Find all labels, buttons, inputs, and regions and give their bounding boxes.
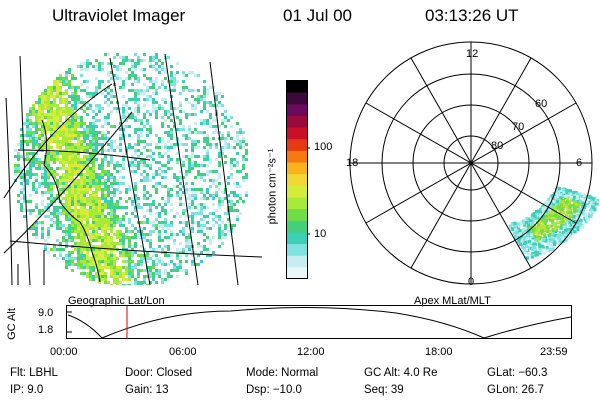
coastline bbox=[41, 119, 101, 283]
info-gain: Gain: 13 bbox=[125, 384, 169, 396]
colorbar-band bbox=[287, 232, 307, 245]
colorbar-unit-label: photon cm⁻²s⁻¹ bbox=[266, 148, 279, 225]
mlat-label-70: 70 bbox=[512, 121, 525, 133]
colorbar-band bbox=[287, 197, 307, 210]
geo-caption: Geographic Lat/Lon bbox=[68, 295, 165, 307]
info-gc-alt: GC Alt: 4.0 Re bbox=[364, 367, 438, 379]
altitude-curve bbox=[67, 306, 572, 339]
mlt-label-6: 6 bbox=[576, 157, 583, 169]
info-glat: GLat: −60.3 bbox=[487, 367, 548, 379]
x-tick-1800: 18:00 bbox=[425, 346, 453, 358]
colorbar-band bbox=[287, 174, 307, 187]
colorbar-band bbox=[287, 185, 307, 198]
colorbar-band bbox=[287, 255, 307, 268]
altitude-axis-label: GC Alt bbox=[6, 308, 18, 340]
colorbar-band bbox=[287, 139, 307, 152]
colorbar-band bbox=[287, 209, 307, 222]
info-dsp: Dsp: −10.0 bbox=[246, 384, 302, 396]
colorbar-band bbox=[287, 220, 307, 233]
colorbar-tick-10: 10 bbox=[314, 228, 327, 240]
x-tick-1200: 12:00 bbox=[297, 346, 325, 358]
geographic-image bbox=[3, 53, 263, 285]
frame-lines bbox=[17, 250, 45, 285]
mlat-label-80: 80 bbox=[491, 140, 504, 152]
info-filter: Flt: LBHL bbox=[10, 367, 58, 379]
altitude-plot bbox=[66, 305, 572, 339]
polar-aurora-layer bbox=[508, 186, 600, 260]
date-label: 01 Jul 00 bbox=[283, 6, 352, 25]
info-seq: Seq: 39 bbox=[364, 384, 404, 396]
info-door: Door: Closed bbox=[125, 367, 193, 379]
colorbar-band bbox=[287, 150, 307, 164]
colorbar-band bbox=[287, 127, 307, 140]
colorbar-band bbox=[287, 92, 307, 105]
x-tick-2359: 23:59 bbox=[540, 346, 568, 358]
geo-grid-lines bbox=[3, 53, 263, 285]
x-tick-0000: 00:00 bbox=[50, 346, 78, 358]
polar-grid bbox=[349, 41, 593, 285]
polar-caption: Apex MLat/MLT bbox=[414, 295, 491, 307]
info-glon: GLon: 26.7 bbox=[487, 384, 544, 396]
mlt-label-18: 18 bbox=[346, 157, 359, 169]
colorbar-band bbox=[287, 104, 307, 117]
x-tick-0600: 06:00 bbox=[169, 346, 197, 358]
mlt-label-0: 0 bbox=[468, 276, 475, 288]
mlt-label-12: 12 bbox=[466, 48, 479, 60]
colorbar-band bbox=[287, 162, 307, 175]
altitude-tick-1: 1.8 bbox=[38, 324, 54, 336]
colorbar-tick-100: 100 bbox=[314, 141, 333, 153]
colorbar-band bbox=[287, 244, 307, 257]
mlat-label-60: 60 bbox=[535, 98, 548, 110]
time-label: 03:13:26 UT bbox=[425, 6, 519, 25]
instrument-title: Ultraviolet Imager bbox=[52, 6, 186, 25]
info-mode: Mode: Normal bbox=[246, 367, 319, 379]
info-ip: IP: 9.0 bbox=[10, 384, 44, 396]
colorbar-band bbox=[287, 267, 307, 280]
colorbar-band bbox=[287, 115, 307, 129]
polar-plot bbox=[349, 41, 600, 285]
altitude-tick-9: 9.0 bbox=[38, 307, 54, 319]
colorbar-band bbox=[287, 81, 307, 94]
colorbar bbox=[286, 80, 310, 280]
